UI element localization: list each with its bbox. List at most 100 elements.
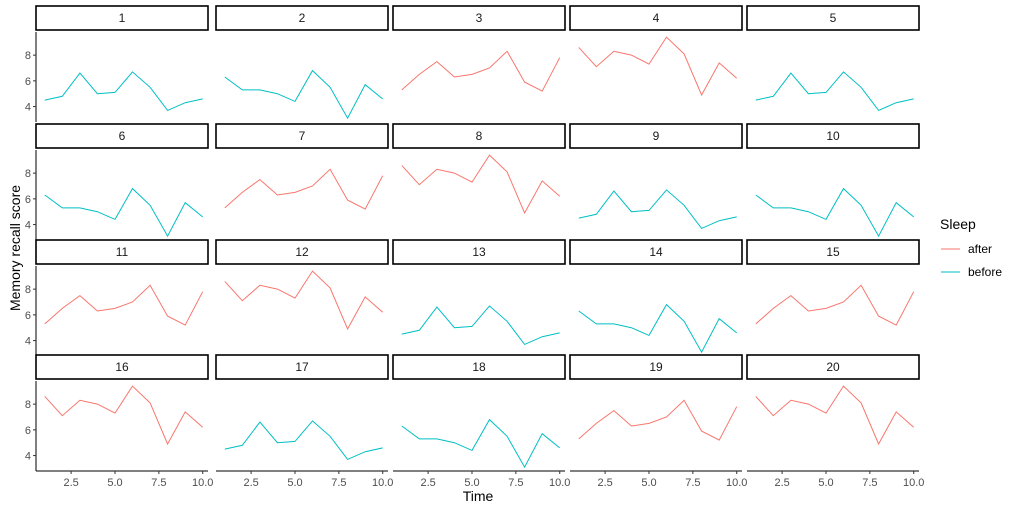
series-line-20 [755,385,915,446]
legend-title: Sleep [940,216,976,232]
series-line-1 [44,71,203,112]
x-tick-label-19-3: 10.0 [726,477,747,489]
series-line-9 [578,189,737,230]
panel-20: 20 2.5 5.0 7.5 10.0 [746,354,924,489]
strip-13 [392,239,566,265]
y-tick-label-1-1: 6 [25,76,31,88]
x-tick-label-16-2: 7.5 [151,477,166,489]
legend-label-after: after [968,242,992,256]
legend: Sleep after before [940,216,1002,279]
panel-3: 3 [392,5,566,92]
strip-20 [746,354,920,380]
strip-18 [392,354,566,380]
strip-label-13: 13 [472,245,486,259]
panel-10: 10 [746,123,920,238]
strip-4 [569,5,743,31]
x-tick-label-20-3: 10.0 [903,477,924,489]
panel-15: 15 [746,239,920,326]
series-line-11 [44,284,204,326]
panel-9: 9 [569,123,743,230]
y-tick-label-11-0: 4 [25,336,31,348]
legend-label-before: before [968,265,1002,279]
series-line-4 [578,36,738,97]
x-tick-label-18-0: 2.5 [420,477,435,489]
series-line-16 [44,385,204,446]
series-line-5 [755,71,914,112]
y-tick-label-16-2: 8 [25,399,31,411]
y-tick-label-16-1: 6 [25,425,31,437]
panel-13: 13 [392,239,566,346]
series-line-7 [224,168,384,210]
series-line-8 [401,154,561,215]
strip-label-4: 4 [653,11,660,25]
strip-label-11: 11 [116,245,129,259]
y-tick-label-11-2: 8 [25,284,31,296]
strip-12 [215,239,389,265]
strip-9 [569,123,743,149]
panel-7: 7 [215,123,389,210]
strip-label-3: 3 [476,11,483,25]
x-tick-label-20-1: 5.0 [818,477,833,489]
x-tick-label-19-0: 2.5 [597,477,612,489]
panel-17: 17 2.5 5.0 7.5 10.0 [215,354,393,489]
strip-14 [569,239,743,265]
series-line-18 [401,418,561,469]
strip-8 [392,123,566,149]
strip-label-10: 10 [826,129,840,143]
strip-label-6: 6 [119,129,126,143]
panel-19: 19 2.5 5.0 7.5 10.0 [569,354,747,489]
panel-11: 11 4 6 8 [25,239,209,356]
panel-14: 14 [569,239,743,354]
series-line-3 [401,50,561,92]
y-tick-label-11-1: 6 [25,310,31,322]
x-tick-label-20-2: 7.5 [862,477,877,489]
strip-label-2: 2 [299,11,306,25]
panel-2: 2 [215,5,389,120]
y-tick-label-1-2: 8 [25,50,31,62]
strip-2 [215,5,389,31]
series-line-15 [755,284,915,326]
strip-17 [215,354,389,380]
strip-19 [569,354,743,380]
strip-label-15: 15 [826,245,840,259]
x-tick-label-17-3: 10.0 [372,477,393,489]
strip-label-17: 17 [295,360,309,374]
x-tick-label-17-0: 2.5 [243,477,258,489]
panel-6: 6 4 6 8 [25,123,209,240]
y-tick-label-16-0: 4 [25,451,31,463]
strip-7 [215,123,389,149]
strip-label-5: 5 [830,11,837,25]
strip-1 [35,5,209,31]
series-line-14 [578,303,738,354]
strip-label-20: 20 [826,360,840,374]
strip-label-14: 14 [649,245,663,259]
x-tick-label-17-1: 5.0 [287,477,302,489]
series-line-2 [224,69,384,120]
x-axis-title: Time [463,488,494,504]
series-line-19 [578,399,738,441]
x-tick-label-20-0: 2.5 [774,477,789,489]
x-tick-label-18-3: 10.0 [549,477,570,489]
strip-label-7: 7 [299,129,306,143]
strip-11 [35,239,209,265]
x-tick-label-17-2: 7.5 [331,477,346,489]
y-tick-label-6-0: 4 [25,220,31,232]
strip-3 [392,5,566,31]
y-tick-label-1-0: 4 [25,102,31,114]
y-tick-label-6-1: 6 [25,194,31,206]
strip-10 [746,123,920,149]
x-tick-label-19-2: 7.5 [685,477,700,489]
panel-18: 18 2.5 5.0 7.5 10.0 [392,354,570,489]
panel-1: 1 4 6 8 [25,5,209,122]
panel-4: 4 [569,5,743,97]
panel-12: 12 [215,239,389,331]
strip-label-9: 9 [653,129,660,143]
strip-5 [746,5,920,31]
y-tick-label-6-2: 8 [25,168,31,180]
strip-label-8: 8 [476,129,483,143]
panel-16: 16 4 6 8 2.5 5.0 7.5 10.0 [25,354,213,489]
strip-15 [746,239,920,265]
strip-16 [35,354,209,380]
